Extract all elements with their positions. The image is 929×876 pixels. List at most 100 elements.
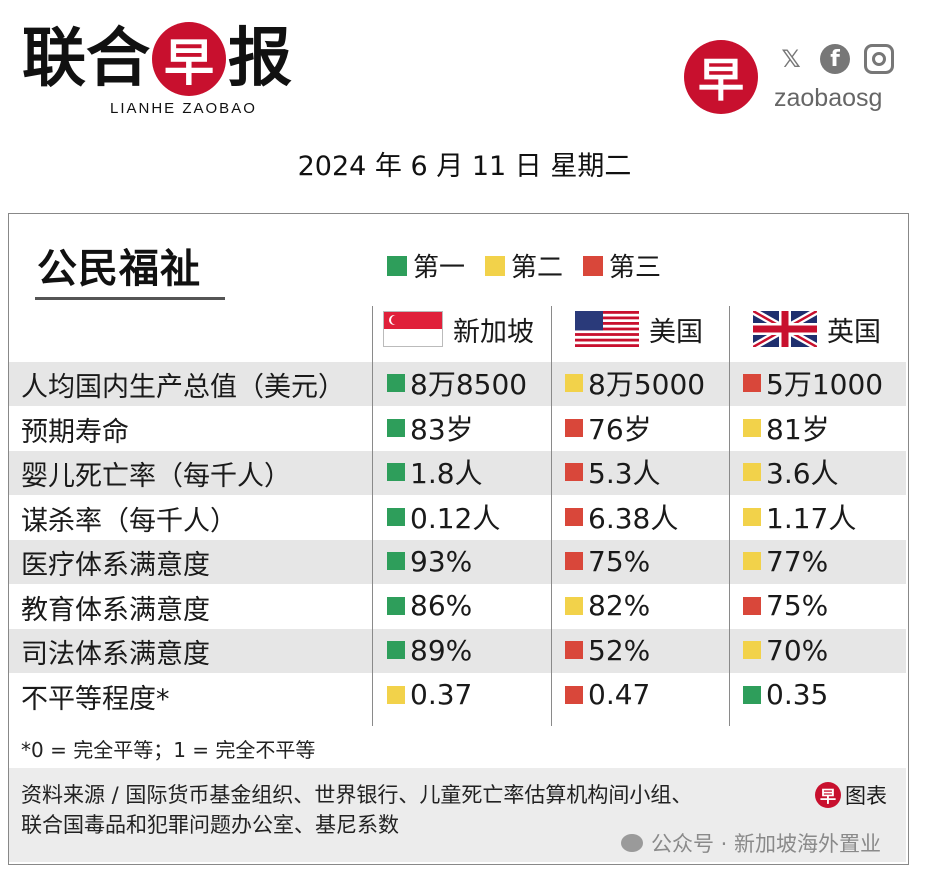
instagram-icon[interactable] (864, 44, 894, 74)
uk-flag-icon (753, 311, 817, 347)
legend-swatch-yellow (485, 255, 506, 276)
rank-swatch-red (743, 596, 761, 615)
rank-swatch-red (565, 552, 583, 570)
rank-swatch-green (743, 685, 761, 704)
table-cell: 1.8人 (387, 454, 483, 490)
rank-swatch-green (387, 641, 405, 659)
watermark-text: 公众号 · 新加坡海外置业 (651, 832, 882, 856)
table-cell: 83岁 (387, 410, 474, 446)
cell-value: 5.3人 (588, 457, 661, 490)
table-cell: 52% (565, 632, 650, 668)
cell-value: 82% (588, 589, 651, 622)
table-row: 婴儿死亡率（每千人） 1.8人 5.3人 3.6人 (9, 451, 906, 495)
cell-value: 81岁 (766, 412, 830, 446)
cell-value: 3.6人 (766, 457, 839, 490)
logo-zao-circle: 早 (152, 22, 226, 96)
usa-flag-icon (575, 311, 639, 347)
cell-value: 0.12人 (410, 501, 501, 535)
card-title: 公民福祉 (37, 246, 201, 292)
cell-value: 5万1000 (766, 368, 884, 401)
table-row: 司法体系满意度 89% 52% 70% (9, 629, 906, 673)
row-label: 司法体系满意度 (21, 639, 210, 670)
rank-swatch-yellow (743, 463, 761, 481)
rank-swatch-green (387, 374, 405, 392)
logo-english: LIANHE ZAOBAO (110, 100, 257, 117)
chart-badge: 早 图表 (815, 780, 887, 810)
legend-swatch-red (583, 255, 604, 276)
footnote: *0 = 完全平等；1 = 完全不平等 (21, 738, 316, 762)
cell-value: 76岁 (588, 412, 652, 446)
chart-badge-label: 图表 (845, 784, 887, 808)
cell-value: 0.47 (588, 678, 651, 711)
legend: 第一 第二 第三 (387, 247, 661, 284)
cell-value: 83岁 (410, 412, 474, 446)
cell-value: 86% (410, 589, 473, 622)
table-cell: 77% (743, 543, 828, 579)
column-label: 美国 (649, 316, 703, 348)
table-row: 预期寿命 83岁 76岁 81岁 (9, 407, 906, 451)
table-cell: 75% (565, 543, 650, 579)
rank-swatch-red (565, 507, 583, 526)
rank-swatch-green (387, 463, 405, 481)
rank-swatch-yellow (387, 685, 405, 704)
rank-swatch-red (565, 418, 583, 437)
table-cell: 3.6人 (743, 454, 839, 490)
rank-swatch-red (743, 374, 761, 392)
logo-char: 合 (86, 21, 150, 96)
x-icon[interactable]: 𝕏 (781, 45, 801, 73)
cell-value: 77% (766, 544, 829, 578)
cell-value: 52% (588, 633, 651, 667)
column-label: 英国 (827, 316, 881, 348)
cell-value: 0.37 (410, 678, 473, 711)
publication-date: 2024 年 6 月 11 日 星期二 (297, 151, 632, 182)
table-cell: 0.12人 (387, 499, 500, 535)
infographic-card: 公民福祉 第一 第二 第三 新加坡 (8, 213, 909, 865)
table-cell: 0.35 (743, 677, 828, 713)
row-label: 预期寿命 (21, 416, 129, 448)
social-handle: zaobaosg (774, 84, 883, 112)
rank-swatch-yellow (565, 374, 583, 392)
table-cell: 8万8500 (387, 365, 527, 401)
row-label: 医疗体系满意度 (21, 550, 210, 581)
zaobao-mini-icon: 早 (815, 782, 841, 808)
brand-social-block: 早 𝕏 f zaobaosg (684, 40, 914, 120)
rank-swatch-yellow (743, 507, 761, 526)
table-cell: 6.38人 (565, 499, 678, 535)
cell-value: 0.35 (766, 678, 829, 711)
facebook-icon[interactable]: f (820, 44, 850, 74)
data-source: 资料来源 / 国际货币基金组织、世界银行、儿童死亡率估算机构间小组、 联合国毒品… (21, 780, 781, 840)
legend-label: 第二 (511, 253, 564, 283)
table-cell: 81岁 (743, 410, 830, 446)
table-cell: 8万5000 (565, 365, 705, 401)
table-cell: 76岁 (565, 410, 652, 446)
cell-value: 89% (410, 633, 473, 667)
table-cell: 1.17人 (743, 499, 856, 535)
table-cell: 5万1000 (743, 365, 883, 401)
cell-value: 70% (766, 633, 829, 667)
wechat-watermark: 公众号 · 新加坡海外置业 (621, 828, 881, 858)
legend-item-third: 第三 (583, 247, 661, 284)
title-underline (35, 297, 225, 300)
cell-value: 1.8人 (410, 457, 483, 490)
rank-swatch-yellow (743, 418, 761, 437)
table-cell: 82% (565, 588, 650, 624)
table-cell: 93% (387, 543, 472, 579)
column-divider (551, 306, 552, 726)
table-row: 医疗体系满意度 93% 75% 77% (9, 540, 906, 584)
rank-swatch-red (565, 463, 583, 481)
zaobao-brand-icon: 早 (684, 40, 758, 114)
wechat-icon (621, 834, 643, 852)
table-row: 谋杀率（每千人） 0.12人 6.38人 1.17人 (9, 496, 906, 540)
column-header-singapore: 新加坡 (383, 309, 534, 349)
source-block: 资料来源 / 国际货币基金组织、世界银行、儿童死亡率估算机构间小组、 联合国毒品… (9, 768, 906, 862)
row-label: 教育体系满意度 (21, 594, 210, 626)
rank-swatch-yellow (743, 641, 761, 659)
rank-swatch-green (387, 552, 405, 570)
cell-value: 75% (588, 544, 651, 578)
row-label: 不平等程度* (21, 683, 170, 715)
column-divider (729, 306, 730, 726)
rank-swatch-green (387, 596, 405, 615)
table-cell: 89% (387, 632, 472, 668)
row-label: 人均国内生产总值（美元） (21, 372, 345, 403)
source-line: 资料来源 / 国际货币基金组织、世界银行、儿童死亡率估算机构间小组、 (21, 783, 693, 807)
